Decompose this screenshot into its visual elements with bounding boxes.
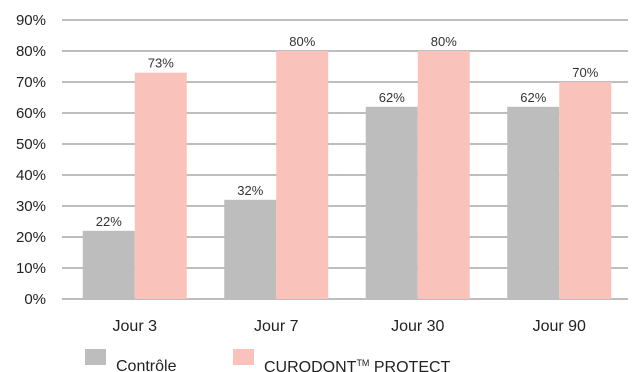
x-axis-category-labels: Jour 3 Jour 7 Jour 30 Jour 90 bbox=[113, 318, 587, 335]
data-label-1-3: 70% bbox=[572, 65, 598, 80]
y-tick-label-60: 60% bbox=[16, 105, 46, 122]
legend-label-controle: Contrôle bbox=[116, 358, 177, 372]
y-tick-label-50: 50% bbox=[16, 136, 46, 153]
bar-0-0 bbox=[82, 230, 135, 299]
x-category-label-1: Jour 7 bbox=[254, 318, 299, 335]
bar-1-0 bbox=[134, 72, 187, 299]
bars bbox=[82, 51, 612, 299]
x-category-label-3: Jour 90 bbox=[533, 318, 586, 335]
data-label-0-0: 22% bbox=[96, 214, 122, 229]
y-tick-label-70: 70% bbox=[16, 74, 46, 91]
data-label-1-1: 80% bbox=[289, 34, 315, 49]
bar-0-2 bbox=[365, 106, 418, 299]
data-label-0-3: 62% bbox=[520, 90, 546, 105]
y-axis-tick-labels: 0% 10% 20% 30% 40% 50% 60% 70% 80% 90% bbox=[16, 12, 46, 308]
y-tick-label-20: 20% bbox=[16, 229, 46, 246]
bar-0-1 bbox=[224, 199, 277, 299]
legend-swatch-curodont bbox=[233, 349, 254, 365]
legend-label-curodont: CURODONTTM PROTECT bbox=[264, 358, 451, 372]
legend: Contrôle CURODONTTM PROTECT bbox=[85, 349, 451, 372]
y-tick-label-40: 40% bbox=[16, 167, 46, 184]
bar-1-3 bbox=[559, 82, 612, 299]
y-tick-label-30: 30% bbox=[16, 198, 46, 215]
y-tick-label-90: 90% bbox=[16, 12, 46, 29]
bar-0-3 bbox=[507, 106, 560, 299]
data-label-1-0: 73% bbox=[148, 56, 174, 71]
x-category-label-0: Jour 3 bbox=[113, 318, 158, 335]
y-tick-label-0: 0% bbox=[24, 291, 46, 308]
y-tick-label-10: 10% bbox=[16, 260, 46, 277]
data-label-1-2: 80% bbox=[431, 34, 457, 49]
x-category-label-2: Jour 30 bbox=[391, 318, 444, 335]
data-labels: 22% 73% 32% 80% 62% 80% 62% 70% bbox=[96, 34, 599, 229]
bar-1-1 bbox=[276, 51, 329, 299]
data-label-0-1: 32% bbox=[237, 183, 263, 198]
data-label-0-2: 62% bbox=[379, 90, 405, 105]
legend-swatch-controle bbox=[85, 349, 106, 365]
bar-1-2 bbox=[417, 51, 470, 299]
y-tick-label-80: 80% bbox=[16, 43, 46, 60]
